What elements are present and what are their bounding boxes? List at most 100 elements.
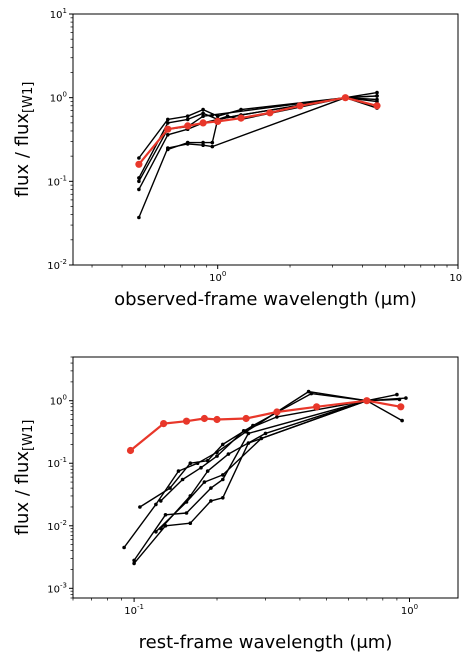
y-tick-label: 100	[50, 394, 67, 408]
black-series-point	[168, 486, 172, 490]
red-series-point	[182, 417, 191, 425]
black-series-point	[180, 477, 185, 482]
black-series-point	[201, 140, 205, 145]
y-tick-label: 10-3	[47, 581, 67, 595]
black-series-point	[201, 111, 205, 116]
black-series-point	[259, 436, 264, 441]
black-series-point	[400, 418, 404, 423]
x-tick-label: 10-1	[124, 603, 144, 617]
black-series-point	[201, 107, 205, 112]
red-series-line	[138, 96, 378, 165]
red-series-point	[266, 109, 274, 117]
black-series-point	[221, 473, 225, 477]
black-series-point	[306, 389, 311, 394]
x-tick-label: 101	[449, 270, 463, 284]
red-series-point	[164, 125, 172, 133]
black-series-point	[263, 431, 268, 436]
red-series-point	[242, 414, 250, 423]
black-series-point	[188, 494, 193, 498]
black-series-point	[395, 392, 399, 397]
y-tick-label: 10-1	[47, 174, 67, 188]
black-series-point	[210, 113, 215, 117]
black-series-point	[221, 496, 225, 500]
black-series-point	[163, 513, 168, 517]
red-series-point	[126, 446, 135, 455]
red-series-point	[200, 414, 208, 423]
black-series-point	[154, 502, 158, 507]
black-series-point	[210, 140, 215, 145]
black-series-point	[199, 465, 203, 470]
black-series-point	[397, 397, 402, 402]
black-series-point	[209, 499, 213, 503]
black-series-line	[155, 400, 368, 533]
y-tick-label: 10-2	[47, 519, 67, 533]
x-axis-label: rest-frame wavelength (μm)	[139, 632, 393, 653]
black-series-point	[185, 114, 190, 118]
black-series-line	[138, 96, 378, 190]
red-series-point	[313, 403, 321, 411]
black-series-point	[201, 114, 205, 118]
y-axis-label: flux / flux[W1]	[12, 420, 36, 536]
bottom-chart: 10-1 100 10-3 10-2 10-1 100 rest-frame wavelen…	[12, 356, 459, 653]
black-series-point	[375, 97, 379, 102]
black-series-line	[133, 393, 398, 561]
black-series-point	[375, 90, 379, 95]
black-series-point	[188, 461, 193, 466]
red-series-point	[273, 408, 281, 416]
black-series-point	[137, 179, 141, 184]
black-series-point	[176, 469, 181, 473]
black-series-point	[188, 521, 193, 525]
black-series-line	[160, 400, 368, 530]
black-series-point	[184, 511, 189, 515]
y-tick-label: 10-2	[47, 258, 67, 272]
black-series-point	[202, 480, 207, 484]
black-series-point	[205, 469, 210, 473]
black-series-point	[137, 215, 141, 220]
black-series-point	[226, 452, 231, 456]
black-series-point	[241, 429, 246, 433]
x-tick-label: 100	[401, 603, 418, 617]
red-series-point	[373, 102, 381, 110]
black-series-point	[404, 396, 408, 400]
black-series-point	[154, 530, 158, 534]
black-series-line	[133, 398, 400, 564]
plot-frame	[72, 13, 459, 266]
red-series-point	[160, 420, 168, 428]
black-series-point	[210, 144, 215, 149]
black-series-point	[201, 143, 205, 147]
black-series-point	[122, 545, 126, 550]
black-series-line	[138, 96, 378, 182]
x-tick-label: 100	[209, 270, 226, 284]
red-series-point	[184, 122, 192, 130]
black-series-point	[215, 454, 219, 458]
black-series-point	[138, 505, 142, 509]
red-series-point	[296, 102, 304, 110]
red-series-point	[135, 160, 143, 168]
top-chart: 100 101 10-2 10-1 100 101 observed-frame wavel…	[12, 7, 463, 310]
black-series-point	[166, 147, 170, 152]
x-axis-label: observed-frame wavelength (μm)	[114, 289, 417, 310]
black-series-point	[185, 140, 190, 145]
black-series-point	[137, 187, 141, 192]
red-series-line	[129, 399, 401, 452]
black-series-point	[221, 442, 225, 447]
black-series-point	[185, 117, 190, 122]
red-series-point	[363, 397, 371, 405]
black-series-point	[166, 121, 170, 125]
black-series-point	[309, 391, 314, 396]
black-series-point	[275, 415, 279, 419]
red-series-point	[237, 114, 245, 122]
black-series-point	[166, 117, 170, 122]
y-axis-label: flux / flux[W1]	[12, 82, 36, 198]
y-tick-label: 10-1	[47, 456, 67, 470]
red-series-point	[199, 119, 207, 127]
y-tick-label: 101	[50, 7, 67, 21]
black-series-point	[166, 133, 170, 137]
plot-frame	[72, 356, 459, 599]
red-series-point	[213, 415, 221, 424]
black-series-point	[215, 114, 220, 118]
red-series-point	[397, 403, 405, 411]
black-series-point	[159, 499, 163, 503]
black-series-point	[375, 94, 379, 98]
